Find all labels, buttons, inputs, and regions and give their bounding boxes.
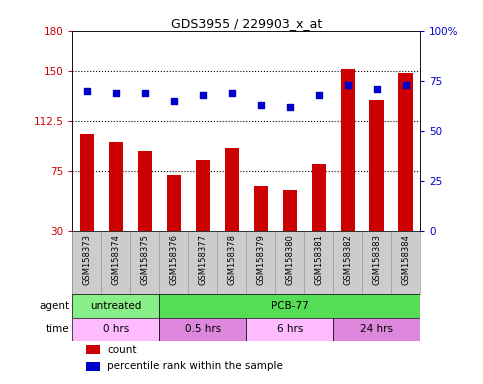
Point bbox=[373, 86, 381, 92]
Text: GSM158374: GSM158374 bbox=[112, 234, 120, 285]
Bar bbox=[138, 151, 152, 231]
Point bbox=[286, 104, 294, 110]
Point bbox=[344, 82, 352, 88]
Text: GSM158373: GSM158373 bbox=[83, 234, 91, 285]
Bar bbox=[225, 148, 239, 231]
Bar bbox=[167, 175, 181, 231]
Bar bbox=[333, 318, 420, 341]
Bar bbox=[72, 318, 159, 341]
Text: untreated: untreated bbox=[90, 301, 142, 311]
Text: GSM158378: GSM158378 bbox=[227, 234, 236, 285]
Bar bbox=[341, 70, 355, 231]
Point bbox=[141, 90, 149, 96]
Bar bbox=[369, 100, 384, 231]
Text: GSM158376: GSM158376 bbox=[170, 234, 178, 285]
Text: GSM158380: GSM158380 bbox=[285, 234, 294, 285]
Point bbox=[315, 92, 323, 98]
Text: GSM158375: GSM158375 bbox=[141, 234, 149, 285]
Text: GSM158377: GSM158377 bbox=[199, 234, 207, 285]
Bar bbox=[283, 190, 297, 231]
Bar bbox=[159, 295, 420, 318]
Bar bbox=[398, 73, 413, 231]
Title: GDS3955 / 229903_x_at: GDS3955 / 229903_x_at bbox=[170, 17, 322, 30]
Point bbox=[112, 90, 120, 96]
Text: GSM158379: GSM158379 bbox=[256, 234, 265, 285]
Text: 24 hrs: 24 hrs bbox=[360, 324, 393, 334]
Bar bbox=[312, 164, 326, 231]
Text: time: time bbox=[46, 324, 70, 334]
Point bbox=[83, 88, 91, 94]
Bar bbox=[254, 186, 268, 231]
Bar bbox=[109, 142, 123, 231]
Text: 0.5 hrs: 0.5 hrs bbox=[185, 324, 221, 334]
Text: count: count bbox=[107, 345, 137, 355]
Text: GSM158384: GSM158384 bbox=[401, 234, 410, 285]
Text: PCB-77: PCB-77 bbox=[271, 301, 309, 311]
Text: GSM158382: GSM158382 bbox=[343, 234, 352, 285]
Point bbox=[257, 102, 265, 108]
Bar bbox=[246, 318, 333, 341]
Text: 0 hrs: 0 hrs bbox=[103, 324, 129, 334]
Point bbox=[228, 90, 236, 96]
Text: GSM158381: GSM158381 bbox=[314, 234, 323, 285]
Bar bbox=[196, 161, 210, 231]
Bar bbox=[86, 345, 100, 354]
Text: percentile rank within the sample: percentile rank within the sample bbox=[107, 361, 283, 371]
Point bbox=[170, 98, 178, 104]
Text: 6 hrs: 6 hrs bbox=[277, 324, 303, 334]
Bar bbox=[80, 134, 94, 231]
Bar bbox=[86, 362, 100, 371]
Text: agent: agent bbox=[40, 301, 70, 311]
Bar bbox=[159, 318, 246, 341]
Point bbox=[199, 92, 207, 98]
Point bbox=[402, 82, 410, 88]
Text: GSM158383: GSM158383 bbox=[372, 234, 381, 285]
Bar bbox=[72, 295, 159, 318]
